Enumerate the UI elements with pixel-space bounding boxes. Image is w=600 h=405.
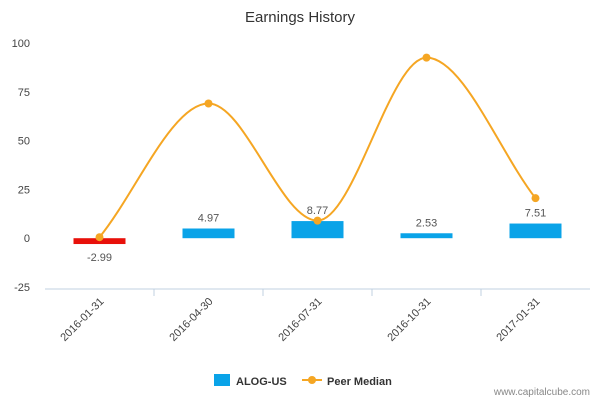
peer-median-point [95,233,104,242]
legend-swatch-marker [308,376,316,384]
chart-title: Earnings History [245,9,356,26]
peer-median-point [204,99,213,108]
legend[interactable]: ALOG-US Peer Median [214,374,392,388]
peer-median-point [531,194,540,203]
bar-data-labels: -2.99 4.97 8.77 2.53 7.51 [87,205,546,264]
bar [182,228,235,239]
bar-data-label: -2.99 [87,252,112,264]
watermark: www.capitalcube.com [493,387,590,398]
x-tick-label: 2016-04-30 [167,296,215,344]
bar-data-label: 8.77 [307,205,328,217]
y-tick-label: 50 [18,136,30,148]
legend-item-peer-median[interactable]: Peer Median [302,376,392,388]
bar [400,233,453,239]
y-axis: 100 75 50 25 0 -25 [12,38,30,294]
y-tick-label: 100 [12,38,30,50]
peer-median-point [422,53,431,62]
x-tick-label: 2016-01-31 [58,296,106,344]
peer-median-point [313,216,322,225]
x-tick-label: 2017-01-31 [494,296,542,344]
y-tick-label: 0 [24,233,30,245]
legend-label-alog: ALOG-US [236,376,287,388]
legend-label-peer-median: Peer Median [327,376,392,388]
legend-swatch-bar [214,374,230,386]
x-tick-label: 2016-07-31 [276,296,324,344]
bar-data-label: 2.53 [416,217,437,229]
legend-item-alog[interactable]: ALOG-US [214,374,287,388]
y-tick-label: 75 [18,87,30,99]
bar [509,223,562,239]
x-axis: 2016-01-31 2016-04-30 2016-07-31 2016-10-31… [45,288,590,344]
y-tick-label: 25 [18,184,30,196]
bar-data-label: 4.97 [198,212,219,224]
x-tick-label: 2016-10-31 [385,296,433,344]
line-series [95,53,540,242]
y-tick-label: -25 [14,282,30,294]
bar [291,221,344,239]
bar-data-label: 7.51 [525,208,546,220]
